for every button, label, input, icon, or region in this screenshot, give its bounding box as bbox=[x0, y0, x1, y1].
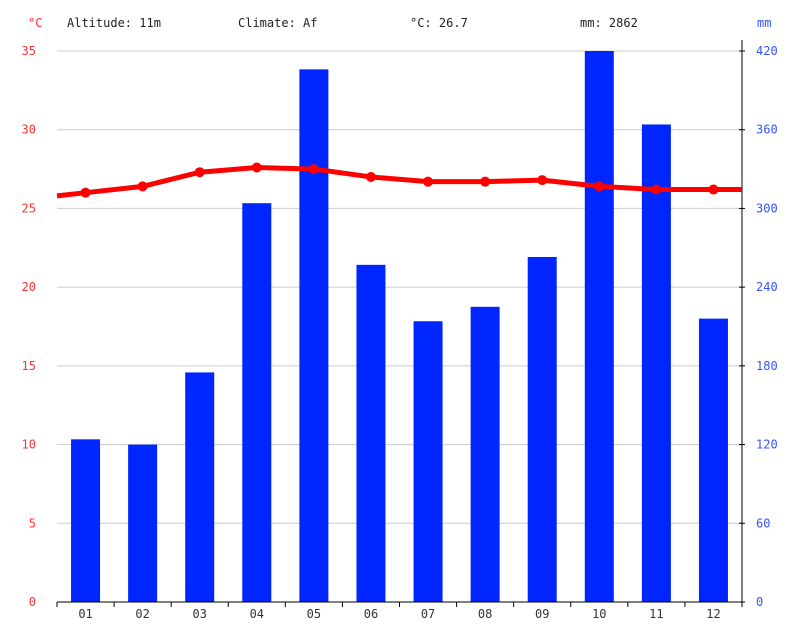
temperature-point bbox=[137, 181, 148, 192]
precip-bar bbox=[413, 321, 443, 602]
precip-bar bbox=[470, 306, 500, 602]
precip-bar bbox=[299, 69, 329, 602]
x-tick-label: 01 bbox=[78, 607, 92, 621]
right-axis-unit: mm bbox=[757, 16, 772, 30]
altitude-label: Altitude: 11m bbox=[67, 16, 161, 30]
precip-bar bbox=[698, 318, 728, 602]
precip-bar bbox=[128, 444, 158, 602]
x-tick-label: 05 bbox=[307, 607, 321, 621]
x-tick-label: 04 bbox=[250, 607, 264, 621]
precip-bar bbox=[641, 124, 671, 602]
temperature-point bbox=[308, 164, 319, 175]
left-tick-label: 15 bbox=[22, 359, 36, 373]
temperature-point bbox=[423, 176, 434, 187]
temperature-point bbox=[594, 181, 605, 192]
left-tick-label: 20 bbox=[22, 280, 36, 294]
right-tick-label: 180 bbox=[756, 359, 778, 373]
x-tick-label: 02 bbox=[135, 607, 149, 621]
x-tick-label: 06 bbox=[364, 607, 378, 621]
total-precip-label: mm: 2862 bbox=[580, 16, 638, 30]
left-tick-label: 5 bbox=[29, 516, 36, 530]
left-axis-unit: °C bbox=[28, 16, 43, 30]
x-tick-label: 03 bbox=[192, 607, 206, 621]
right-tick-label: 120 bbox=[756, 438, 778, 452]
precip-bar bbox=[356, 264, 386, 602]
avg-temp-label: °C: 26.7 bbox=[410, 16, 468, 30]
temperature-point bbox=[194, 167, 205, 178]
right-tick-label: 420 bbox=[756, 44, 778, 58]
left-tick-label: 30 bbox=[22, 123, 36, 137]
temperature-point bbox=[708, 184, 719, 195]
precip-bar bbox=[527, 256, 557, 602]
temperature-line bbox=[56, 164, 742, 199]
x-tick-label: 08 bbox=[478, 607, 492, 621]
x-tick-label: 09 bbox=[535, 607, 549, 621]
precip-bar bbox=[584, 51, 614, 602]
right-tick-label: 360 bbox=[756, 123, 778, 137]
temperature-point bbox=[537, 175, 548, 186]
right-tick-label: 60 bbox=[756, 516, 770, 530]
x-tick-label: 10 bbox=[592, 607, 606, 621]
temperature-point bbox=[80, 187, 91, 198]
left-tick-label: 0 bbox=[29, 595, 36, 609]
precip-bar bbox=[185, 372, 215, 602]
left-tick-label: 25 bbox=[22, 201, 36, 215]
precip-bar bbox=[71, 439, 101, 602]
temperature-point bbox=[651, 184, 662, 195]
x-tick-label: 12 bbox=[706, 607, 720, 621]
left-tick-label: 10 bbox=[22, 438, 36, 452]
temperature-point bbox=[365, 171, 376, 182]
precip-bar bbox=[242, 203, 272, 602]
x-tick-label: 11 bbox=[649, 607, 663, 621]
right-tick-label: 240 bbox=[756, 280, 778, 294]
right-tick-label: 300 bbox=[756, 201, 778, 215]
right-tick-label: 0 bbox=[756, 595, 763, 609]
temperature-point bbox=[251, 162, 262, 173]
x-tick-label: 07 bbox=[421, 607, 435, 621]
left-tick-label: 35 bbox=[22, 44, 36, 58]
climate-label: Climate: Af bbox=[238, 16, 318, 30]
temperature-point bbox=[480, 176, 491, 187]
